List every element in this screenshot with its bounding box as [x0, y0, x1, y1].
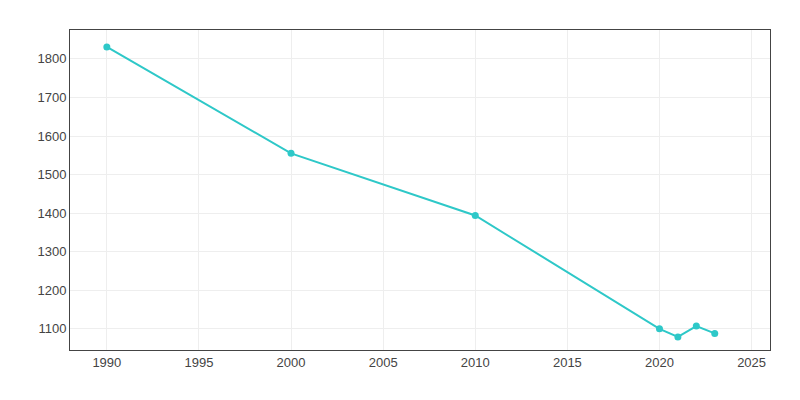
svg-text:2000: 2000 [277, 355, 306, 370]
svg-text:1100: 1100 [38, 321, 66, 336]
svg-text:2025: 2025 [737, 355, 766, 370]
svg-text:1500: 1500 [37, 167, 66, 182]
svg-text:2010: 2010 [461, 355, 490, 370]
svg-text:1990: 1990 [92, 355, 121, 370]
svg-text:1300: 1300 [37, 244, 66, 259]
svg-text:2015: 2015 [553, 355, 582, 370]
svg-text:1995: 1995 [184, 355, 213, 370]
svg-text:1200: 1200 [37, 283, 66, 298]
svg-text:1400: 1400 [37, 206, 66, 221]
svg-text:2020: 2020 [645, 355, 674, 370]
svg-text:2005: 2005 [369, 355, 398, 370]
svg-text:1800: 1800 [37, 51, 66, 66]
svg-text:1700: 1700 [37, 90, 66, 105]
svg-text:1600: 1600 [37, 129, 66, 144]
